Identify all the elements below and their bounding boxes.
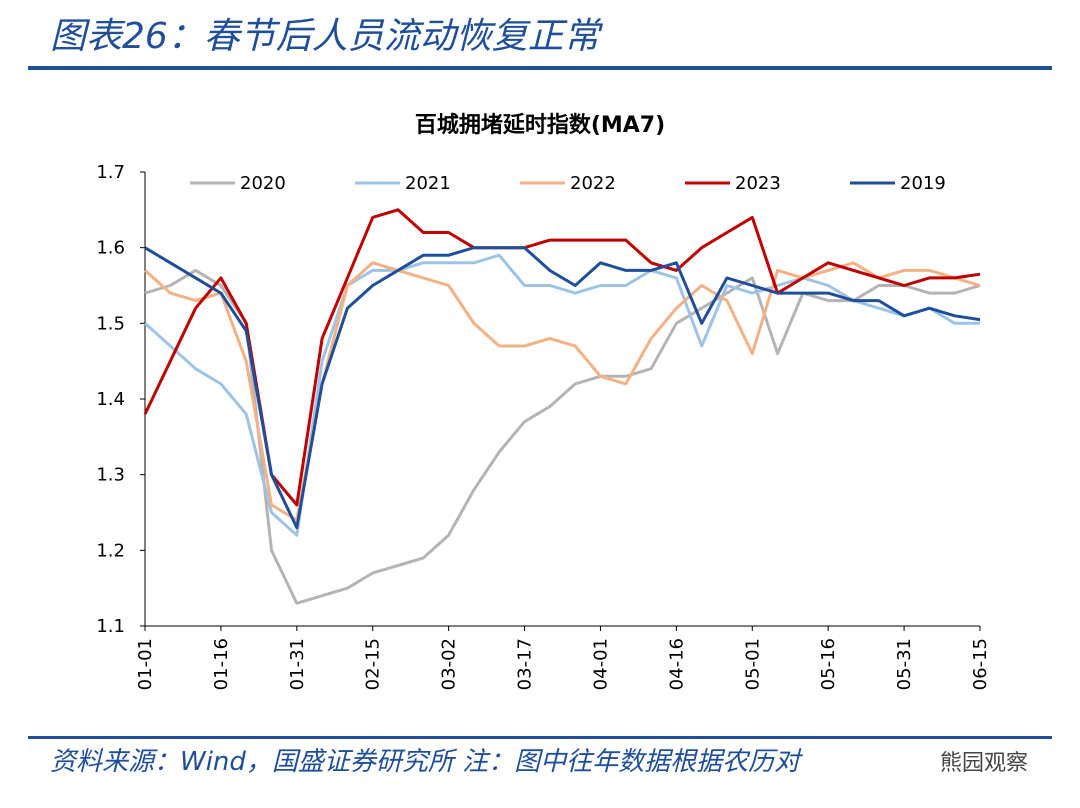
legend-label: 2022 [570, 173, 616, 194]
legend-label: 2020 [240, 173, 286, 194]
footer-source: 资料来源：Wind，国盛证券研究所 注：图中往年数据根据农历对 [50, 747, 803, 777]
x-tick-label: 04-16 [666, 638, 687, 690]
y-tick-label: 1.1 [96, 616, 125, 637]
x-tick-label: 06-15 [970, 638, 991, 690]
series-line [143, 253, 980, 537]
y-tick-label: 1.4 [96, 389, 125, 410]
x-tick-label: 05-16 [818, 638, 839, 690]
header-title: 图表26：春节后人员流动恢复正常 [50, 16, 604, 57]
footer-rule [28, 736, 1052, 739]
chart-title: 百城拥堵延时指数(MA7) [415, 112, 665, 138]
y-tick-label: 1.3 [96, 465, 125, 486]
x-tick-label: 04-01 [590, 638, 611, 690]
y-tick-label: 1.5 [96, 313, 125, 334]
legend-label: 2019 [900, 173, 946, 194]
series-line [144, 268, 981, 605]
legend-label: 2023 [735, 173, 781, 194]
y-tick-label: 1.6 [96, 238, 125, 259]
x-tick-label: 03-17 [515, 638, 536, 690]
x-tick-label: 01-01 [135, 638, 156, 690]
x-tick-label: 05-01 [742, 638, 763, 690]
series-line [143, 208, 981, 507]
legend-label: 2021 [405, 173, 451, 194]
x-tick-label: 05-31 [894, 638, 915, 690]
y-tick-label: 1.2 [96, 540, 125, 561]
x-tick-label: 02-15 [363, 638, 384, 690]
x-tick-label: 03-02 [439, 638, 460, 690]
x-tick-label: 01-16 [211, 638, 232, 690]
x-tick-label: 01-31 [287, 638, 308, 690]
y-tick-label: 1.7 [96, 162, 125, 183]
series-line [144, 246, 981, 530]
watermark: 熊园观察 [940, 751, 1028, 776]
header-rule [28, 66, 1052, 70]
